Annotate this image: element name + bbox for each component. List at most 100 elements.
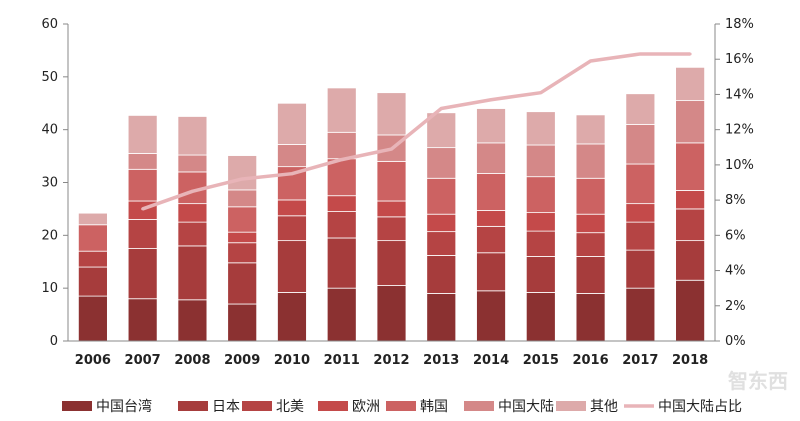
y-right-tick-label: 2%	[725, 299, 746, 314]
bar-segment-2016-5	[575, 143, 606, 179]
bar-segment-2013-0	[426, 293, 457, 342]
legend-swatch-0	[62, 401, 92, 411]
bar-segment-2015-6	[525, 111, 556, 146]
legend-label-5: 中国大陆	[498, 399, 554, 415]
bar-segment-2011-2	[326, 211, 357, 239]
line-point-2018	[688, 52, 692, 56]
bar-segment-2011-0	[326, 287, 357, 342]
bar-segment-2014-4	[476, 173, 506, 211]
bar-segment-2018-3	[675, 190, 706, 210]
bar-segment-2012-4	[376, 160, 407, 202]
bar-segment-2014-6	[476, 108, 506, 144]
bar-segment-2016-4	[575, 177, 606, 215]
legend-label-1: 日本	[212, 399, 240, 415]
x-tick-label: 2010	[274, 353, 310, 368]
bar-segment-2013-2	[426, 231, 457, 256]
bar-segment-2017-4	[625, 163, 656, 205]
y-right-tick-label: 6%	[725, 228, 746, 243]
bar-segment-2010-3	[277, 199, 307, 217]
bar-segment-2015-1	[525, 256, 556, 293]
bar-segment-2011-5	[326, 131, 357, 160]
legend-swatch-5	[464, 401, 494, 411]
bar-segment-2008-5	[177, 154, 208, 173]
bar-segment-2016-6	[575, 114, 606, 145]
y-left-tick-label: 40	[41, 123, 58, 138]
bar-segment-2006-1	[77, 266, 108, 297]
y-right-tick-label: 8%	[725, 193, 746, 208]
line-point-2014	[489, 98, 493, 102]
bar-segment-2018-1	[675, 240, 706, 281]
legend-label-line: 中国大陆占比	[658, 399, 742, 415]
bar-segment-2013-4	[426, 177, 457, 215]
bar-segment-2017-3	[625, 203, 656, 223]
bar-segment-2013-1	[426, 255, 457, 294]
bar-segment-2018-4	[675, 142, 706, 191]
x-tick-label: 2009	[224, 353, 260, 368]
y-right-tick-label: 14%	[725, 87, 754, 102]
bar-segment-2007-4	[127, 168, 158, 202]
bar-segment-2010-0	[277, 291, 307, 342]
bar-segment-2012-2	[376, 216, 407, 242]
legend-label-6: 其他	[590, 399, 618, 415]
bar-segment-2009-1	[227, 262, 258, 305]
x-tick-label: 2011	[324, 353, 360, 368]
bar-segment-2006-0	[77, 295, 108, 342]
line-point-2009	[240, 177, 244, 181]
y-right-tick-label: 16%	[725, 52, 754, 67]
bar-segment-2016-1	[575, 256, 606, 294]
line-point-2011	[340, 158, 344, 162]
legend-label-3: 欧洲	[352, 399, 380, 415]
bar-segment-2015-4	[525, 176, 556, 214]
legend-swatch-1	[178, 401, 208, 411]
bar-segment-2007-6	[127, 115, 158, 154]
bar-segment-2015-5	[525, 144, 556, 178]
axes-layer: 0 10 20 30 40 50 60 0% 2% 4% 6% 8% 10% 12% 14% 16% 18% 20…	[41, 17, 753, 368]
bar-segment-2014-2	[476, 225, 506, 254]
x-tick-label: 2014	[473, 353, 509, 368]
bar-segment-2011-4	[326, 158, 357, 197]
x-tick-label: 2017	[622, 353, 658, 368]
line-series-mainland-share	[142, 52, 691, 211]
bar-segment-2009-4	[227, 206, 258, 233]
bar-segment-2013-5	[426, 147, 457, 179]
bar-segment-2008-6	[177, 116, 208, 156]
bar-segment-2014-5	[476, 142, 506, 174]
bar-segment-2008-0	[177, 299, 208, 342]
legend-label-4: 韩国	[420, 399, 448, 415]
legend-label-2: 北美	[276, 399, 304, 415]
bar-segment-2014-1	[476, 252, 506, 292]
bar-segment-2007-5	[127, 153, 158, 170]
bar-segment-2009-5	[227, 189, 258, 208]
y-left-tick-label: 60	[41, 17, 58, 32]
x-tick-label: 2007	[125, 353, 161, 368]
legend-swatch-6	[556, 401, 586, 411]
bar-segment-2017-0	[625, 287, 656, 342]
y-right-tick-label: 18%	[725, 17, 754, 32]
line-point-2010	[290, 172, 294, 176]
x-tick-label: 2018	[672, 353, 708, 368]
bar-segment-2016-0	[575, 293, 606, 342]
bar-segment-2018-2	[675, 208, 706, 242]
x-tick-label: 2015	[523, 353, 559, 368]
bar-segment-2007-2	[127, 219, 158, 249]
line-point-2007	[141, 207, 145, 211]
bar-segment-2012-3	[376, 200, 407, 218]
bar-segment-2015-3	[525, 212, 556, 232]
bar-segment-2018-6	[675, 66, 706, 102]
line-point-2013	[439, 107, 443, 111]
line-point-2017	[638, 52, 642, 56]
bar-segment-2012-0	[376, 285, 407, 342]
bar-segment-2016-2	[575, 232, 606, 257]
watermark-text: 智东西	[728, 369, 788, 393]
bar-segment-2011-6	[326, 87, 357, 133]
line-point-2012	[390, 147, 393, 151]
bar-segment-2015-0	[525, 291, 556, 342]
legend-label-0: 中国台湾	[96, 398, 152, 415]
bar-segment-2008-1	[177, 245, 208, 301]
bar-segment-2017-6	[625, 93, 656, 125]
bar-segment-2009-0	[227, 303, 258, 342]
y-left-tick-label: 0	[50, 334, 58, 349]
bar-segment-2013-3	[426, 213, 457, 233]
y-right-tick-label: 4%	[725, 264, 746, 279]
